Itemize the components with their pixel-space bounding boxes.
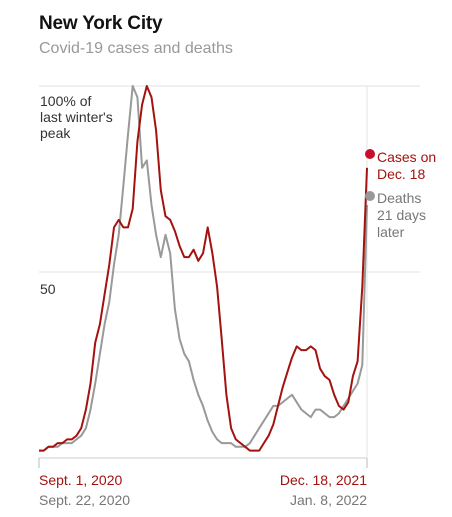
ytick-100-line-2: last winter's [40,109,113,125]
chart-title: New York City [39,13,163,34]
x-label-start-deaths: Sept. 22, 2020 [39,492,130,508]
deaths-end-label: Deaths 21 days later [377,190,430,240]
deaths-label-line-2: 21 days [377,207,426,223]
cases-label-line-1: Cases on [377,149,436,165]
deaths-end-point [365,191,375,201]
deaths-label-line-3: later [377,224,405,240]
series-line-cases [39,85,368,452]
chart-subtitle: Covid-19 cases and deaths [39,40,233,57]
cases-end-label: Cases on Dec. 18 [377,149,440,182]
deaths-label-line-1: Deaths [377,190,421,206]
x-label-end-cases: Dec. 18, 2021 [280,472,367,488]
ytick-100-line-3: peak [40,125,71,141]
cases-end-point [365,149,375,159]
x-label-end-deaths: Jan. 8, 2022 [290,492,367,508]
cases-label-line-2: Dec. 18 [377,166,425,182]
ytick-label-50: 50 [40,281,56,297]
ytick-label-100: 100% of last winter's peak [40,93,117,141]
ytick-100-line-1: 100% of [40,93,91,109]
x-label-start-cases: Sept. 1, 2020 [39,472,123,488]
series-line-deaths [39,85,368,452]
